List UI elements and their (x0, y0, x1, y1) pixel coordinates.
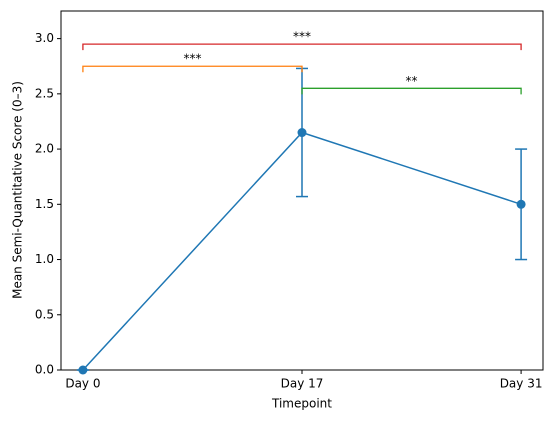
significance-label: *** (293, 30, 311, 44)
point (78, 365, 88, 375)
x-axis-label: Timepoint (271, 397, 332, 411)
significance-label: *** (183, 52, 201, 66)
y-tick-label: 1.5 (35, 197, 54, 211)
point (297, 128, 307, 138)
y-axis-label: Mean Semi-Quantitative Score (0–3) (11, 81, 25, 299)
significance-label: ** (406, 74, 418, 88)
significance-bracket (301, 87, 522, 95)
y-tick-label: 0.0 (35, 363, 54, 377)
y-tick-label: 1.0 (35, 252, 54, 266)
x-tick-label: Day 0 (65, 377, 100, 391)
y-tick-label: 2.0 (35, 142, 54, 156)
point (516, 199, 526, 209)
significance-bracket (82, 65, 303, 73)
x-tick-label: Day 31 (500, 377, 543, 391)
y-tick-label: 0.5 (35, 307, 54, 321)
y-tick-label: 3.0 (35, 31, 54, 45)
y-tick-label: 2.5 (35, 86, 54, 100)
x-tick-label: Day 17 (281, 377, 324, 391)
significance-bracket (82, 43, 522, 51)
